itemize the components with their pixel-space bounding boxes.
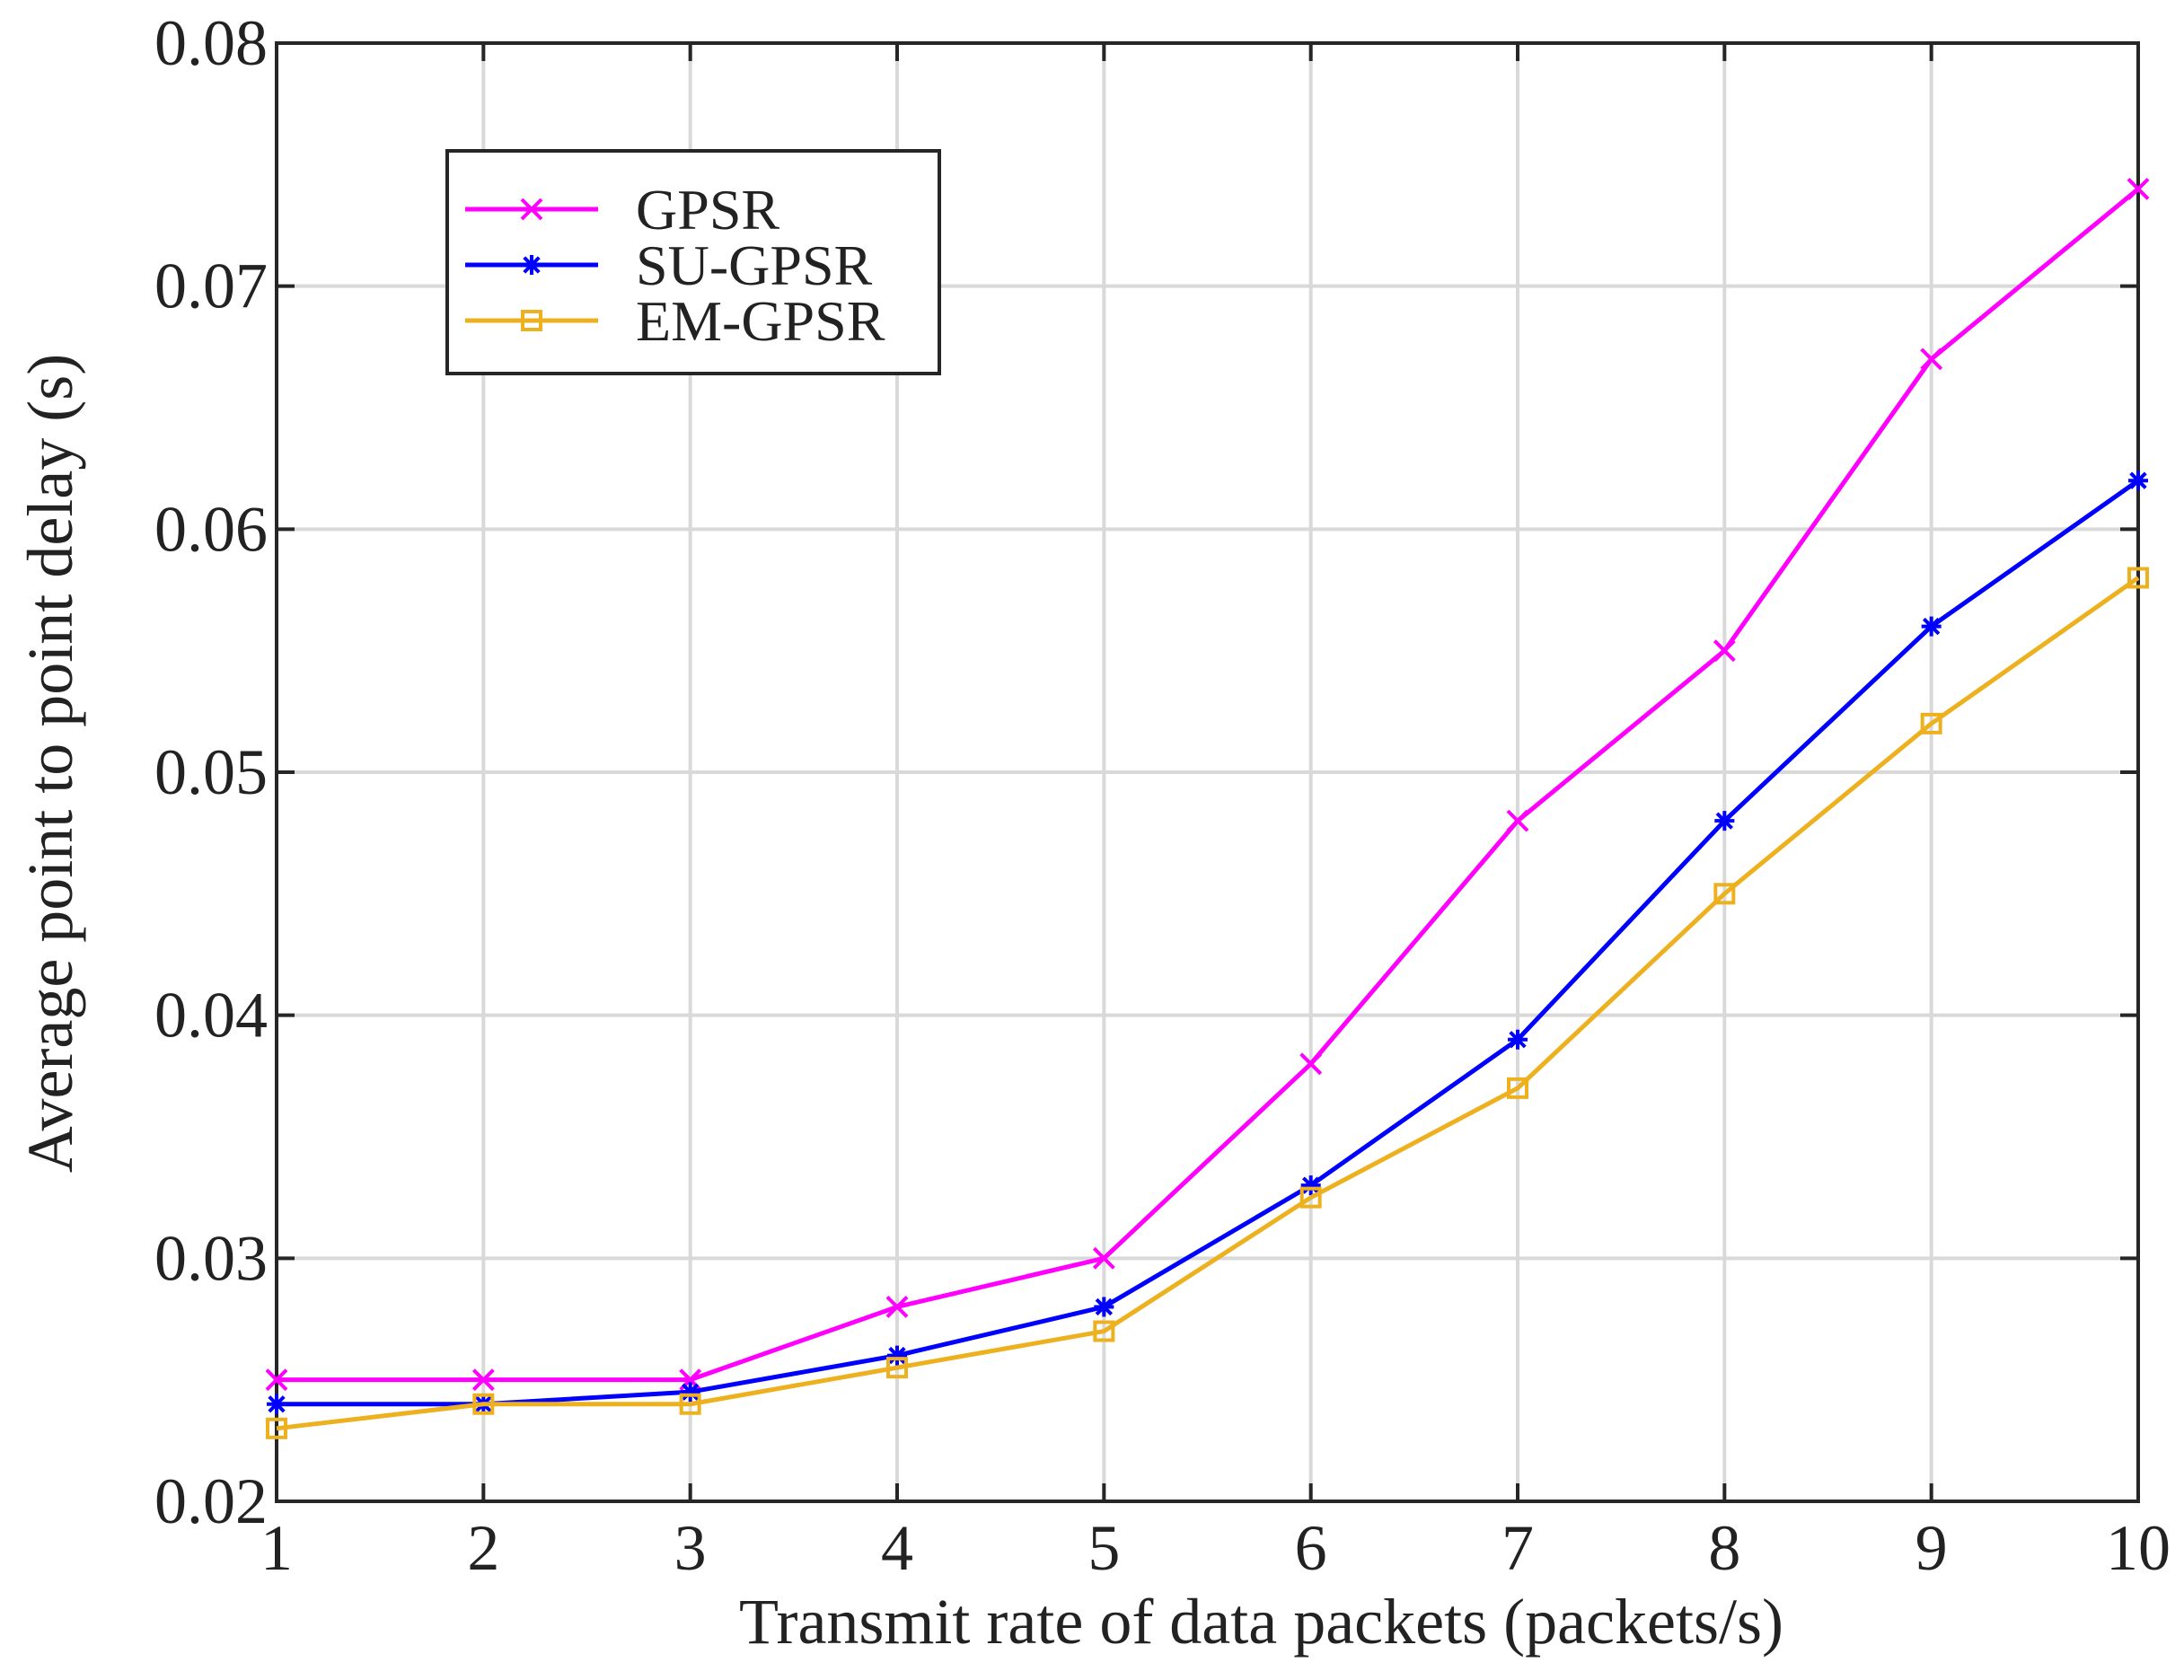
x-tick-label: 7 xyxy=(1502,1512,1534,1584)
data-point-su-gpsr xyxy=(680,1382,700,1403)
series-su-gpsr xyxy=(267,471,2148,1414)
series-line-gpsr xyxy=(277,187,2140,1383)
marker-stroke xyxy=(1506,809,1529,832)
legend-label: GPSR xyxy=(636,178,779,242)
x-tick-label: 1 xyxy=(260,1512,293,1584)
marker-stroke xyxy=(265,1368,288,1392)
data-point-su-gpsr xyxy=(1508,1029,1528,1050)
legend-label: SU-GPSR xyxy=(636,233,873,297)
data-point-gpsr xyxy=(2127,177,2150,200)
marker-stroke xyxy=(1713,639,1736,663)
marker-stroke xyxy=(1299,1052,1323,1076)
marker-stroke xyxy=(1092,1246,1115,1270)
marker-stroke xyxy=(1509,1031,1527,1049)
series-em-gpsr xyxy=(266,567,2149,1439)
data-point-gpsr xyxy=(885,1296,909,1318)
marker-stroke xyxy=(1923,617,1941,636)
data-point-em-gpsr xyxy=(679,1393,701,1415)
legend-item-gpsr: GPSR xyxy=(465,178,779,242)
x-tick-label: 9 xyxy=(1915,1512,1948,1584)
axis-ticks xyxy=(275,41,2140,1503)
data-point-em-gpsr xyxy=(886,1357,908,1379)
y-axis-label: Average point to point delay (s) xyxy=(14,354,86,1173)
x-tick-label: 10 xyxy=(2106,1512,2171,1584)
y-tick-label: 0.04 xyxy=(154,980,268,1051)
series-layer xyxy=(265,177,2150,1439)
data-point-su-gpsr xyxy=(267,1394,286,1414)
data-point-em-gpsr xyxy=(1920,712,1942,734)
legend-marker xyxy=(521,310,542,331)
data-point-em-gpsr xyxy=(472,1393,495,1415)
data-point-em-gpsr xyxy=(1299,1186,1322,1209)
x-tick-label: 4 xyxy=(881,1512,913,1584)
y-tick-label: 0.06 xyxy=(154,493,268,565)
data-point-gpsr xyxy=(1920,347,1943,371)
marker-stroke xyxy=(2127,177,2150,200)
data-point-su-gpsr xyxy=(2128,471,2148,491)
data-point-gpsr xyxy=(265,1368,288,1392)
data-point-em-gpsr xyxy=(1093,1320,1115,1342)
legend-item-su-gpsr: SU-GPSR xyxy=(465,233,873,297)
data-point-em-gpsr xyxy=(2127,567,2149,589)
legend-marker xyxy=(520,198,543,221)
y-tick-label: 0.03 xyxy=(154,1222,268,1294)
data-point-su-gpsr xyxy=(1094,1297,1114,1317)
data-point-gpsr xyxy=(1299,1052,1323,1076)
x-tick-label: 2 xyxy=(467,1512,499,1584)
marker-stroke xyxy=(523,256,541,274)
legend-item-em-gpsr: EM-GPSR xyxy=(465,289,885,353)
y-tick-label: 0.02 xyxy=(154,1465,268,1537)
legend-label: EM-GPSR xyxy=(636,289,885,353)
data-point-gpsr xyxy=(1506,809,1529,832)
data-point-su-gpsr xyxy=(887,1345,907,1366)
x-tick-label: 3 xyxy=(674,1512,707,1584)
y-tick-label: 0.07 xyxy=(154,251,268,322)
data-point-em-gpsr xyxy=(1713,883,1736,905)
marker-stroke xyxy=(2129,471,2147,489)
marker-stroke xyxy=(268,1395,286,1413)
marker-stroke xyxy=(471,1368,495,1392)
marker-stroke xyxy=(1920,347,1943,371)
marker-stroke xyxy=(1095,1297,1113,1316)
series-line-em-gpsr xyxy=(276,576,2140,1431)
marker-stroke xyxy=(520,198,543,221)
series-line-su-gpsr xyxy=(277,479,2140,1407)
x-axis-label: Transmit rate of data packets (packets/s… xyxy=(739,1586,1783,1658)
x-tick-label: 6 xyxy=(1295,1512,1327,1584)
data-point-gpsr xyxy=(471,1368,495,1392)
x-tick-label: 8 xyxy=(1708,1512,1740,1584)
y-tick-label: 0.05 xyxy=(154,736,268,808)
data-point-gpsr xyxy=(1713,639,1736,663)
data-point-em-gpsr xyxy=(1507,1077,1528,1099)
tick-labels: 1 2 3 4 5 6 7 8 9 10 0.02 0.03 0.04 0.05 0.06 0.07 0.08 xyxy=(154,7,2171,1584)
data-point-su-gpsr xyxy=(1714,811,1735,831)
y-tick-label: 0.08 xyxy=(154,7,268,79)
marker-stroke xyxy=(1715,812,1733,830)
x-tick-label: 5 xyxy=(1088,1512,1120,1584)
marker-stroke xyxy=(885,1296,909,1318)
series-gpsr xyxy=(265,177,2150,1392)
data-point-su-gpsr xyxy=(1921,616,1942,637)
data-point-em-gpsr xyxy=(266,1417,287,1439)
data-point-gpsr xyxy=(1092,1246,1115,1270)
legend-marker xyxy=(522,255,542,275)
